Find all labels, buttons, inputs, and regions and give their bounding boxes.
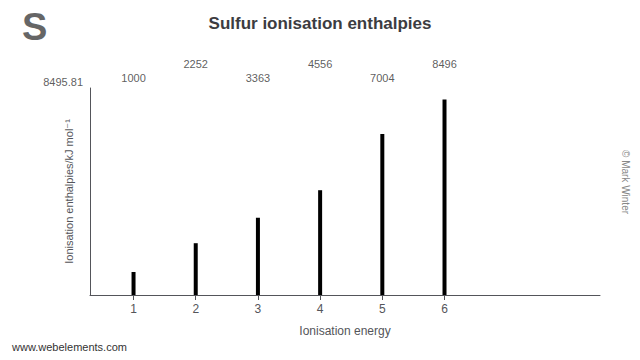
svg-text:6: 6 — [441, 302, 448, 316]
svg-text:Ionisation energy: Ionisation energy — [299, 324, 390, 338]
svg-text:8496: 8496 — [432, 58, 456, 70]
svg-text:5: 5 — [379, 302, 386, 316]
svg-text:4: 4 — [317, 302, 324, 316]
svg-text:www.webelements.com: www.webelements.com — [11, 341, 127, 353]
svg-text:8495.81: 8495.81 — [43, 76, 83, 88]
svg-text:Sulfur ionisation enthalpies: Sulfur ionisation enthalpies — [209, 14, 432, 33]
svg-text:4556: 4556 — [308, 58, 332, 70]
svg-text:3: 3 — [255, 302, 262, 316]
svg-text:© Mark Winter: © Mark Winter — [620, 150, 631, 215]
svg-text:2252: 2252 — [183, 58, 207, 70]
svg-text:2: 2 — [192, 302, 199, 316]
svg-text:Ionisation enthalpies/kJ mol⁻¹: Ionisation enthalpies/kJ mol⁻¹ — [63, 119, 75, 264]
svg-text:1: 1 — [130, 302, 137, 316]
svg-text:1000: 1000 — [121, 72, 145, 84]
svg-text:7004: 7004 — [370, 72, 394, 84]
svg-text:3363: 3363 — [246, 72, 270, 84]
svg-text:S: S — [22, 6, 47, 48]
